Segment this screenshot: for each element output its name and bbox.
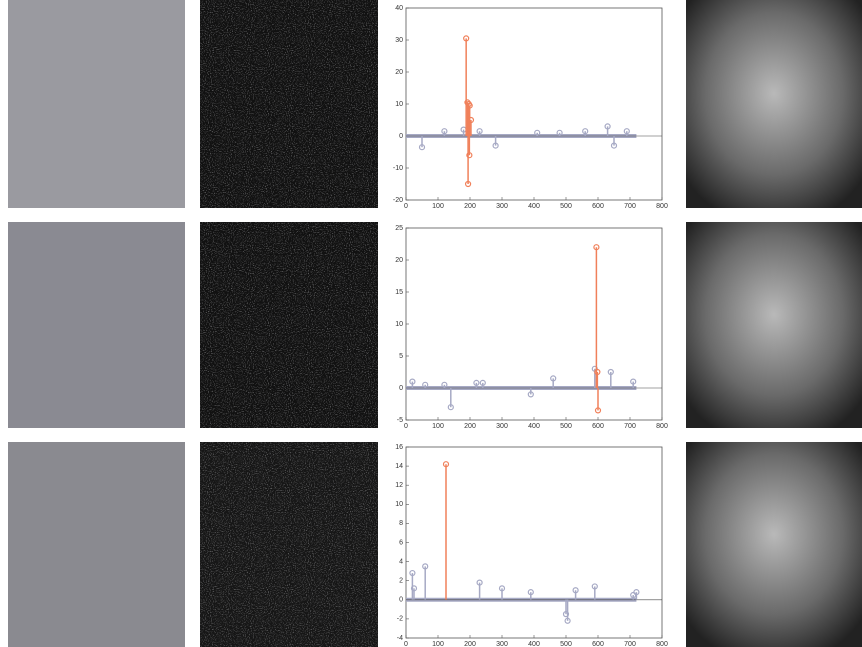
x-tick-label: 800 (656, 423, 668, 430)
y-tick-label: 8 (399, 520, 403, 527)
x-tick-label: 600 (592, 203, 604, 210)
x-tick-label: 500 (560, 203, 572, 210)
y-tick-label: 30 (395, 37, 403, 44)
x-tick-label: 700 (624, 423, 636, 430)
x-tick-label: 200 (464, 641, 476, 647)
x-tick-label: 700 (624, 203, 636, 210)
y-tick-label: 10 (395, 101, 403, 108)
recovered-face (686, 222, 862, 428)
speck-overlay (200, 222, 378, 428)
y-tick-label: 5 (399, 353, 403, 360)
y-tick-label: 6 (399, 539, 403, 546)
noise-overlay (8, 0, 185, 208)
x-tick-label: 700 (624, 641, 636, 647)
x-tick-label: 100 (432, 641, 444, 647)
speck-overlay (200, 0, 378, 208)
x-tick-label: 100 (432, 203, 444, 210)
x-tick-label: 800 (656, 641, 668, 647)
y-tick-label: 4 (399, 558, 403, 565)
y-tick-label: 20 (395, 69, 403, 76)
noise-overlay (8, 222, 185, 428)
recovered-face (686, 442, 862, 647)
y-tick-label: 0 (399, 597, 403, 604)
y-tick-label: -20 (393, 197, 403, 204)
page: {"chart_data": [ {"type": "stem", "xlim"… (0, 0, 862, 647)
y-tick-label: 15 (395, 289, 403, 296)
speck-overlay (200, 442, 378, 647)
y-tick-label: -2 (397, 616, 403, 623)
plot-area (406, 228, 662, 420)
x-tick-label: 400 (528, 641, 540, 647)
y-tick-label: 40 (395, 5, 403, 12)
x-tick-label: 800 (656, 203, 668, 210)
x-tick-label: 500 (560, 641, 572, 647)
x-tick-label: 400 (528, 423, 540, 430)
y-tick-label: -10 (393, 165, 403, 172)
y-tick-label: 25 (395, 225, 403, 232)
x-tick-label: 300 (496, 203, 508, 210)
y-tick-label: 16 (395, 444, 403, 451)
x-tick-label: 200 (464, 203, 476, 210)
x-tick-label: 600 (592, 641, 604, 647)
x-tick-label: 300 (496, 641, 508, 647)
x-tick-label: 500 (560, 423, 572, 430)
x-tick-label: 200 (464, 423, 476, 430)
figure: 0100200300400500600700800-20-10010203040… (0, 0, 862, 647)
x-tick-label: 0 (404, 203, 408, 210)
x-tick-label: 300 (496, 423, 508, 430)
y-tick-label: -4 (397, 635, 403, 642)
y-tick-label: 0 (399, 133, 403, 140)
y-tick-label: 0 (399, 385, 403, 392)
y-tick-label: 14 (395, 463, 403, 470)
x-tick-label: 400 (528, 203, 540, 210)
x-tick-label: 0 (404, 641, 408, 647)
y-tick-label: 20 (395, 257, 403, 264)
y-tick-label: 2 (399, 578, 403, 585)
plot-area (406, 8, 662, 200)
y-tick-label: 12 (395, 482, 403, 489)
y-tick-label: 10 (395, 501, 403, 508)
y-tick-label: 10 (395, 321, 403, 328)
x-tick-label: 100 (432, 423, 444, 430)
x-tick-label: 0 (404, 423, 408, 430)
recovered-face (686, 0, 862, 208)
y-tick-label: -5 (397, 417, 403, 424)
plot-area (406, 447, 662, 638)
x-tick-label: 600 (592, 423, 604, 430)
noise-overlay (8, 442, 185, 647)
